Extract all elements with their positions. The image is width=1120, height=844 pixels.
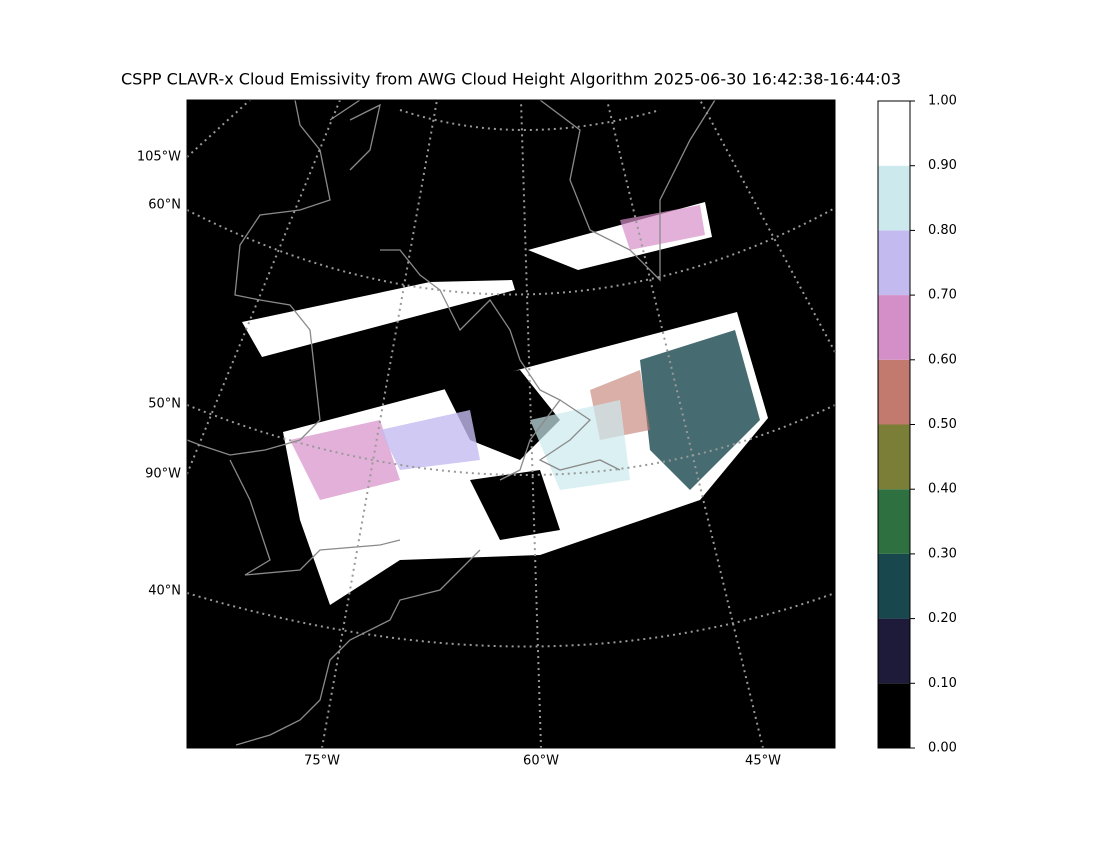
colorbar-segment [878, 424, 910, 490]
map-label: 90°W [145, 467, 181, 482]
colorbar-tick-label: 1.00 [928, 94, 957, 109]
colorbar-tick-label: 0.30 [928, 546, 957, 561]
latitude-line [186, 404, 836, 476]
longitude-line [520, 99, 542, 749]
colorbar: 0.00 0.10 0.20 0.30 0.40 0.50 0.60 0.70 0.80 0.90… [877, 94, 957, 756]
colorbar-segment [878, 553, 910, 619]
map-label: 60°N [148, 198, 181, 213]
map: 105°W 60°N 50°N 90°W 40°N 75°W 60°W 45°W [137, 99, 836, 769]
map-label: 40°N [148, 584, 181, 599]
cloud-patch [640, 330, 760, 490]
map-frame [186, 99, 836, 749]
colorbar-segment [878, 618, 910, 684]
map-label: 60°W [523, 754, 559, 769]
title: CSPP CLAVR-x Cloud Emissivity from AWG C… [121, 70, 901, 89]
colorbar-tick-label: 0.70 [928, 288, 957, 303]
latitude-line [186, 207, 836, 296]
colorbar-tick-label: 0.20 [928, 611, 957, 626]
clear-area [470, 470, 560, 540]
map-label: 75°W [304, 754, 340, 769]
colorbar-segment [878, 230, 910, 296]
colorbar-segment [878, 165, 910, 231]
colorbar-tick-label: 0.40 [928, 482, 957, 497]
colorbar-segment [878, 101, 910, 166]
colorbar-tick-label: 0.80 [928, 223, 957, 238]
cloud-swaths [242, 202, 768, 605]
map-label: 45°W [745, 754, 781, 769]
colorbar-tick-label: 0.00 [928, 741, 957, 756]
colorbar-tick-label: 0.60 [928, 352, 957, 367]
map-label: 105°W [137, 150, 181, 165]
latitude-line [399, 109, 661, 131]
coastlines [186, 99, 716, 746]
colorbar-tick-label: 0.50 [928, 417, 957, 432]
longitude-line [186, 99, 341, 475]
latitude-line [186, 592, 836, 648]
colorbar-tick-label: 0.90 [928, 158, 957, 173]
map-label: 50°N [148, 397, 181, 412]
longitude-line [321, 99, 438, 749]
coastline [539, 99, 716, 282]
cloud-patch [380, 410, 480, 470]
coastline [329, 99, 381, 171]
colorbar-segment [878, 295, 910, 360]
colorbar-segment [878, 489, 910, 554]
graticule [186, 99, 836, 749]
coastline [538, 399, 621, 471]
colorbar-tick-label: 0.10 [928, 676, 957, 691]
colorbar-segment [878, 683, 910, 748]
coastline [235, 549, 481, 746]
coastline [380, 249, 561, 481]
longitude-line [186, 99, 251, 158]
colorbar-segment [878, 359, 910, 425]
coastline [229, 459, 401, 576]
coastline [186, 99, 331, 456]
cloud-patch [290, 420, 400, 500]
